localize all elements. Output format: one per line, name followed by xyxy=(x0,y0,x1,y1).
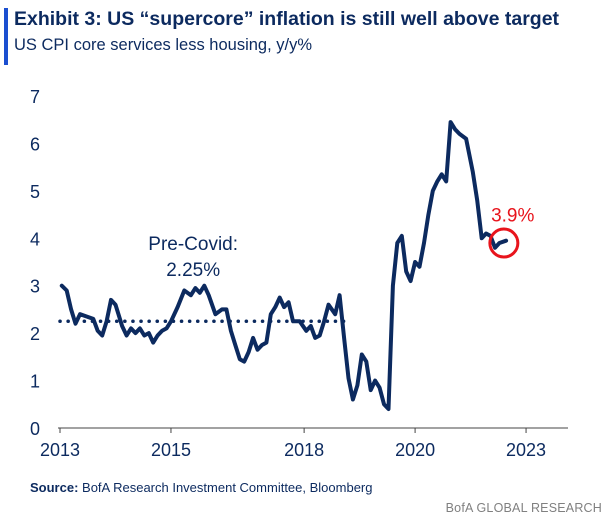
exhibit-title: Exhibit 3: US “supercore” inflation is s… xyxy=(14,8,560,30)
x-tick-label: 2018 xyxy=(284,440,324,460)
latest-value-label: 3.9% xyxy=(491,206,534,227)
pre-covid-annotation: 2.25% xyxy=(166,260,220,281)
y-tick-label: 5 xyxy=(30,182,40,202)
series-line-supercore-cpi xyxy=(59,120,509,411)
y-tick-label: 3 xyxy=(30,277,40,297)
y-tick-label: 0 xyxy=(30,419,40,439)
accent-bar xyxy=(4,8,8,65)
source-label: Source: xyxy=(30,480,79,495)
brand-footer: BofA GLOBAL RESEARCH xyxy=(445,501,602,515)
latest-value-highlight-circle xyxy=(488,227,520,259)
y-tick-label: 1 xyxy=(30,372,40,392)
y-tick-label: 4 xyxy=(30,229,40,249)
x-tick-label: 2013 xyxy=(40,440,80,460)
pre-covid-annotation: Pre-Covid: xyxy=(148,234,238,255)
exhibit-subtitle: US CPI core services less housing, y/y% xyxy=(14,36,313,54)
x-tick-label: 2015 xyxy=(151,440,191,460)
source-text: BofA Research Investment Committee, Bloo… xyxy=(78,480,373,495)
x-tick-label: 2020 xyxy=(395,440,435,460)
y-axis-labels: 0 1 2 3 4 5 6 7 xyxy=(30,87,40,439)
y-tick-label: 7 xyxy=(30,87,40,107)
x-axis-labels: 2013 2015 2018 2020 2023 xyxy=(40,428,546,460)
series-lines xyxy=(59,120,509,411)
x-tick-label: 2023 xyxy=(506,440,546,460)
source-note: Source: BofA Research Investment Committ… xyxy=(30,480,372,495)
y-tick-label: 6 xyxy=(30,134,40,154)
y-tick-label: 2 xyxy=(30,324,40,344)
annotations: Pre-Covid: 2.25% 3.9% xyxy=(148,206,534,282)
